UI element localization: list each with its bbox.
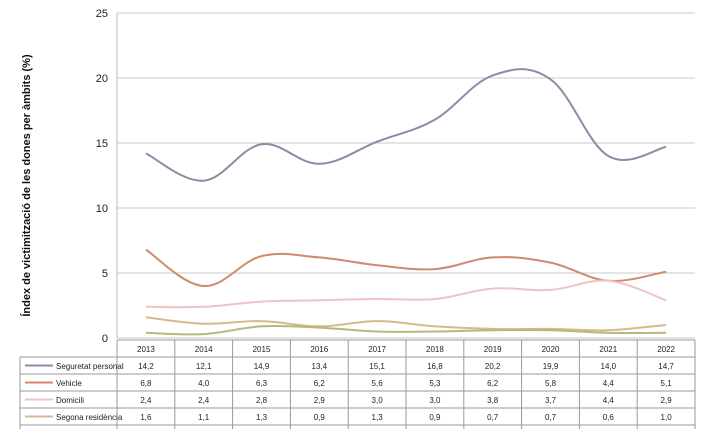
data-label: 5,1 (661, 379, 673, 388)
legend-entry: Vehicle (56, 379, 82, 388)
data-label: 14,0 (601, 362, 617, 371)
data-label: 2,9 (661, 396, 673, 405)
data-label: 4,4 (603, 379, 615, 388)
gridlines (116, 12, 695, 339)
series-line-vehicle (145, 248, 667, 288)
data-label: 6,8 (140, 379, 152, 388)
data-label: 0,7 (487, 413, 499, 422)
data-label: 5,8 (545, 379, 557, 388)
data-label: 6,3 (256, 379, 268, 388)
data-label: 1,3 (256, 413, 268, 422)
data-label: 1,0 (661, 413, 673, 422)
data-label: 0,9 (429, 413, 441, 422)
data-label: 5,6 (372, 379, 384, 388)
legend-entry: Seguretat personal (56, 362, 124, 371)
x-tick-label: 2016 (310, 345, 328, 354)
series-line-comerc-o-negoci (145, 324, 667, 336)
series-line-domicili (145, 279, 667, 309)
data-label: 0,7 (545, 413, 557, 422)
data-label: 14,2 (138, 362, 154, 371)
data-label: 14,7 (658, 362, 674, 371)
data-label: 2,4 (198, 396, 210, 405)
x-tick-label: 2018 (426, 345, 444, 354)
data-label: 4,0 (198, 379, 210, 388)
y-axis-ticks: 0 5 10 15 20 25 (96, 8, 108, 345)
x-tick-label: 2022 (657, 345, 675, 354)
data-label: 1,6 (140, 413, 152, 422)
y-tick-label: 15 (96, 138, 108, 150)
series-line-seguretat-personal (145, 68, 667, 182)
data-label: 13,4 (312, 362, 328, 371)
data-label: 3,7 (545, 396, 557, 405)
series-line-segona-residencia (145, 316, 667, 332)
y-tick-label: 0 (102, 333, 108, 345)
data-label: 2,4 (140, 396, 152, 405)
data-label: 14,9 (254, 362, 270, 371)
data-label: 2,8 (256, 396, 268, 405)
data-label: 3,0 (372, 396, 384, 405)
series-lines (145, 68, 667, 336)
x-tick-label: 2021 (599, 345, 617, 354)
data-label: 5,3 (429, 379, 441, 388)
data-label: 1,1 (198, 413, 210, 422)
data-label: 3,8 (487, 396, 499, 405)
y-tick-label: 5 (102, 268, 108, 280)
data-label: 16,8 (427, 362, 443, 371)
data-label: 0,9 (314, 413, 326, 422)
legend-entry: Segona residència (56, 413, 123, 422)
x-tick-label: 2013 (137, 345, 155, 354)
x-tick-label: 2015 (253, 345, 271, 354)
x-tick-label: 2014 (195, 345, 213, 354)
data-label: 6,2 (487, 379, 499, 388)
data-label: 2,9 (314, 396, 326, 405)
data-table: 2013 2014 2015 2016 2017 2018 2019 2020 2021 2022… (19, 339, 696, 429)
y-tick-label: 20 (96, 73, 108, 85)
y-axis-label: Índex de victimització de les dones per … (20, 54, 33, 317)
data-label: 1,3 (372, 413, 384, 422)
data-label: 15,1 (369, 362, 385, 371)
legend-entry: Domicili (56, 396, 84, 405)
data-label: 4,4 (603, 396, 615, 405)
y-tick-label: 10 (96, 203, 108, 215)
data-label: 12,1 (196, 362, 212, 371)
data-label: 0,6 (603, 413, 615, 422)
x-tick-label: 2020 (542, 345, 560, 354)
y-tick-label: 25 (96, 8, 108, 20)
x-tick-label: 2019 (484, 345, 502, 354)
data-label: 3,0 (429, 396, 441, 405)
data-label: 19,9 (543, 362, 559, 371)
data-label: 20,2 (485, 362, 501, 371)
data-label: 6,2 (314, 379, 326, 388)
x-tick-label: 2017 (368, 345, 386, 354)
